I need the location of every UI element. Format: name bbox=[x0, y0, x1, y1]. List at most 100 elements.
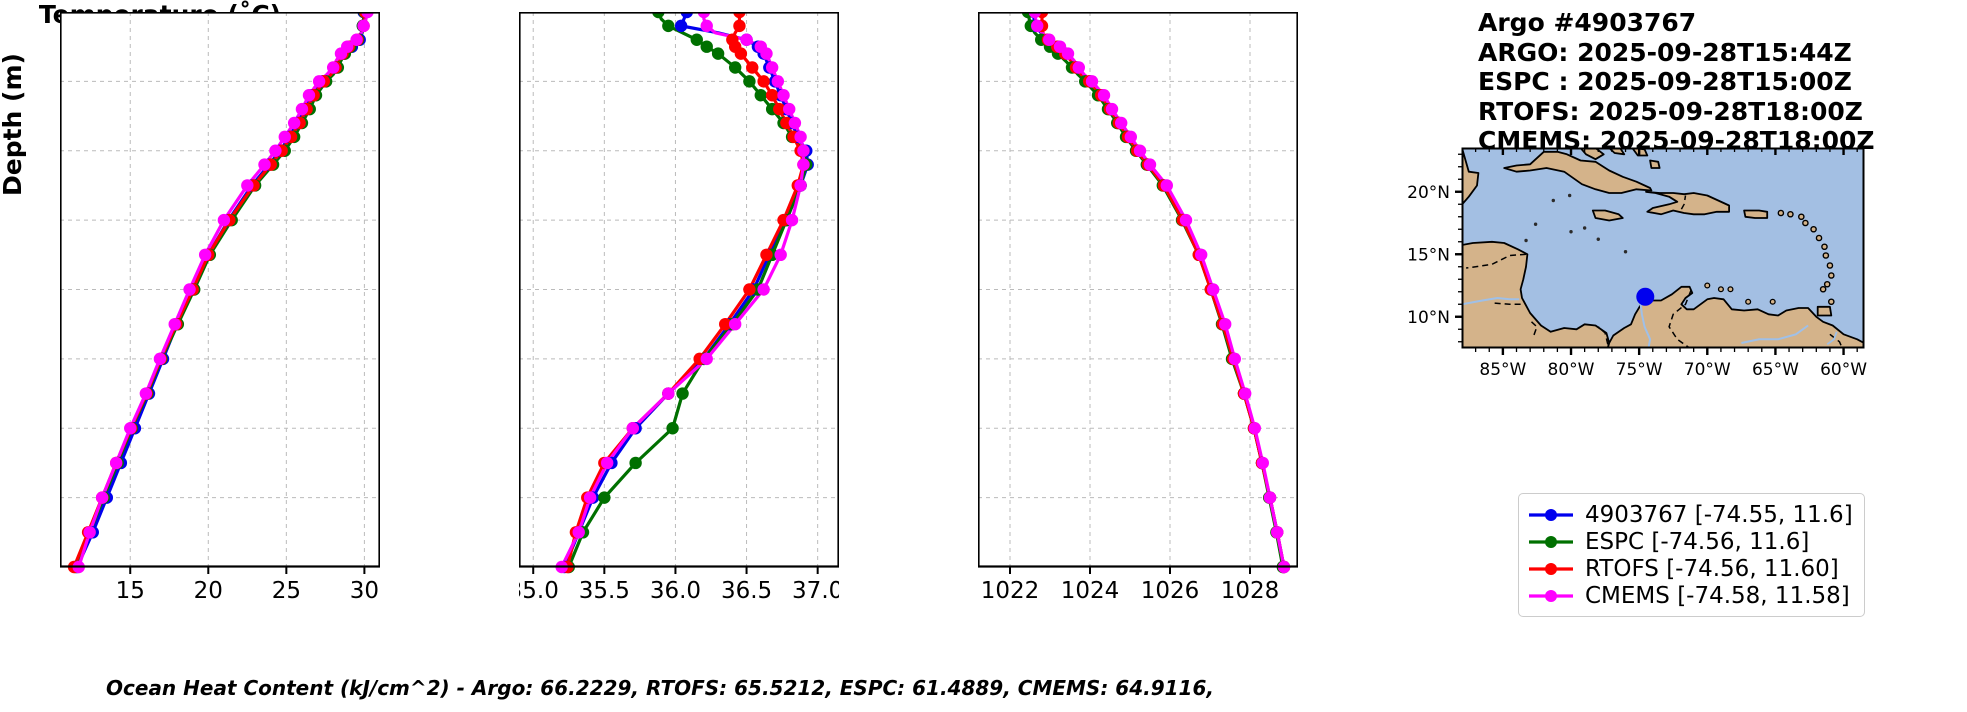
series-marker-cmems bbox=[1207, 283, 1220, 296]
series-marker-espc bbox=[711, 47, 725, 60]
series-marker-cmems bbox=[1061, 47, 1075, 60]
title-line-argo-time: ARGO: 2025-09-28T15:44Z bbox=[1478, 37, 1852, 67]
legend-label: CMEMS [-74.58, 11.58] bbox=[1585, 582, 1850, 609]
series-marker-cmems bbox=[1160, 179, 1173, 192]
legend-item-rtofs[interactable]: RTOFS [-74.56, 11.60] bbox=[1528, 555, 1853, 582]
series-marker-cmems bbox=[312, 75, 326, 88]
title-line-float-id: Argo #4903767 bbox=[1478, 8, 1697, 37]
svg-text:1026: 1026 bbox=[1141, 578, 1200, 604]
series-marker-espc bbox=[728, 61, 742, 74]
svg-text:15°N: 15°N bbox=[1407, 245, 1450, 265]
legend-label: RTOFS [-74.56, 11.60] bbox=[1585, 555, 1839, 582]
series-marker-cmems bbox=[1228, 352, 1241, 366]
series-marker-rtofs bbox=[773, 102, 786, 116]
svg-text:70°W: 70°W bbox=[1684, 360, 1731, 380]
series-marker-cmems bbox=[1179, 213, 1193, 227]
series-marker-cmems bbox=[124, 422, 137, 435]
series-marker-espc bbox=[676, 387, 689, 400]
series-marker-cmems bbox=[583, 491, 597, 504]
legend-swatch-cmems bbox=[1529, 589, 1573, 602]
series-marker-cmems bbox=[1124, 130, 1137, 144]
series-marker-cmems bbox=[139, 387, 153, 400]
series-marker-cmems bbox=[1248, 422, 1261, 435]
series-marker-espc bbox=[662, 19, 675, 33]
svg-text:80°W: 80°W bbox=[1548, 360, 1595, 380]
title-line-rtofs-time: RTOFS: 2025-09-28T18:00Z bbox=[1478, 96, 1863, 126]
series-marker-cmems bbox=[700, 352, 713, 366]
series-marker-cmems bbox=[258, 158, 271, 171]
svg-text:35.0: 35.0 bbox=[519, 578, 559, 604]
svg-text:1022: 1022 bbox=[981, 578, 1040, 604]
series-marker-cmems bbox=[774, 248, 787, 262]
svg-text:1024: 1024 bbox=[1061, 578, 1120, 604]
salinity-plot: 35.0 35.5 36.0 36.5 37.0 bbox=[508, 5, 843, 604]
series-marker-cmems bbox=[1271, 526, 1284, 539]
series-marker-cmems bbox=[110, 456, 123, 470]
series-marker-cmems bbox=[572, 526, 585, 539]
series-marker-rtofs bbox=[777, 213, 790, 227]
series-marker-cmems bbox=[1219, 317, 1232, 331]
series-marker-cmems bbox=[797, 158, 810, 171]
svg-text:36.5: 36.5 bbox=[721, 578, 772, 604]
map-landmasses bbox=[1462, 148, 1864, 348]
series-marker-cmems bbox=[350, 33, 363, 46]
series-marker-cmems bbox=[1143, 158, 1157, 171]
temperature-plot: 15202530050100150200250300350400 bbox=[3, 0, 381, 604]
density-plot: 1022 1024 1026 1028 bbox=[971, 5, 1299, 604]
panel-map: 85°W 80°W 75°W 70°W 65°W 60°W 10°N 15°N 20°N bbox=[1400, 140, 1870, 390]
series-marker-cmems bbox=[357, 19, 370, 33]
series-marker-cmems bbox=[1043, 33, 1056, 46]
series-marker-cmems bbox=[153, 352, 167, 366]
series-marker-cmems bbox=[785, 213, 799, 227]
series-marker-cmems bbox=[1239, 387, 1252, 400]
series-legend: 4903767 [-74.55, 11.6] ESPC [-74.56, 11.6… bbox=[1518, 493, 1865, 617]
legend-item-espc[interactable]: ESPC [-74.56, 11.6] bbox=[1528, 528, 1853, 555]
series-marker-rtofs bbox=[760, 248, 773, 262]
series-marker-cmems bbox=[765, 61, 779, 74]
series-marker-cmems bbox=[95, 491, 109, 504]
svg-text:35.5: 35.5 bbox=[579, 578, 630, 604]
svg-text:25: 25 bbox=[272, 578, 301, 604]
series-marker-cmems bbox=[1195, 248, 1208, 262]
svg-text:15: 15 bbox=[116, 578, 145, 604]
series-marker-cmems bbox=[83, 526, 96, 539]
series-marker-cmems bbox=[198, 248, 212, 262]
series-marker-cmems bbox=[1097, 89, 1111, 102]
legend-swatch-argo bbox=[1529, 508, 1573, 521]
series-marker-rtofs bbox=[743, 283, 756, 296]
series-marker-cmems bbox=[626, 422, 639, 435]
title-line-espc-time: ESPC : 2025-09-28T15:00Z bbox=[1478, 67, 1852, 96]
series-marker-cmems bbox=[1115, 116, 1128, 130]
svg-text:30: 30 bbox=[350, 578, 379, 604]
argo-title-block: Argo #4903767 ARGO: 2025-09-28T15:44Z ES… bbox=[1478, 8, 1875, 156]
series-marker-cmems bbox=[1072, 61, 1085, 74]
location-map: 85°W 80°W 75°W 70°W 65°W 60°W 10°N 15°N 20°N bbox=[1407, 147, 1867, 380]
panel-salinity: 35.0 35.5 36.0 36.5 37.0 bbox=[508, 5, 843, 614]
series-marker-cmems bbox=[1256, 456, 1269, 470]
svg-text:65°W: 65°W bbox=[1752, 360, 1799, 380]
series-marker-espc bbox=[743, 75, 756, 88]
series-marker-espc bbox=[690, 33, 703, 46]
series-marker-cmems bbox=[771, 75, 785, 88]
svg-text:37.0: 37.0 bbox=[792, 578, 839, 604]
svg-text:36.0: 36.0 bbox=[650, 578, 701, 604]
svg-text:60°W: 60°W bbox=[1820, 360, 1867, 380]
series-marker-espc bbox=[700, 40, 713, 53]
series-marker-cmems bbox=[777, 89, 790, 102]
legend-item-cmems[interactable]: CMEMS [-74.58, 11.58] bbox=[1528, 582, 1853, 609]
series-marker-rtofs bbox=[719, 317, 732, 331]
series-marker-cmems bbox=[797, 144, 810, 157]
series-marker-rtofs bbox=[734, 47, 748, 60]
series-marker-cmems bbox=[662, 387, 675, 400]
series-marker-cmems bbox=[1031, 19, 1044, 33]
series-marker-cmems bbox=[740, 33, 753, 46]
legend-item-argo[interactable]: 4903767 [-74.55, 11.6] bbox=[1528, 501, 1853, 528]
argo-float-marker bbox=[1636, 287, 1655, 306]
series-marker-cmems bbox=[794, 179, 807, 192]
series-marker-cmems bbox=[728, 317, 742, 331]
series-marker-cmems bbox=[1133, 144, 1147, 157]
ocean-heat-content-caption: Ocean Heat Content (kJ/cm^2) - Argo: 66.… bbox=[106, 676, 1214, 700]
panel-density: 1022 1024 1026 1028 bbox=[971, 5, 1299, 614]
series-marker-cmems bbox=[700, 19, 713, 33]
